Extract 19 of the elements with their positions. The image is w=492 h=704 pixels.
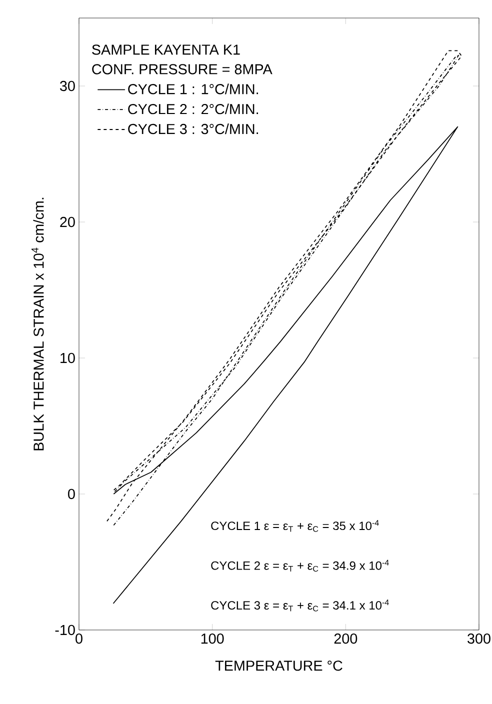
annotation: CONF. PRESSURE = 8MPA <box>92 64 272 74</box>
x-tick-label: 200 <box>334 634 358 644</box>
x-axis-title: TEMPERATURE °C <box>215 660 342 671</box>
annotation: CYCLE 2 ε = ε$_{T}$ + ε$_{C}$ = 34.9 x 10$^{-4}$ <box>211 560 389 572</box>
x-tick-label: 100 <box>201 634 224 644</box>
legend-title: SAMPLE KAYENTA K1 <box>92 44 240 55</box>
y-axis-title: BULK THERMAL STRAIN x 10$^{4}$ cm/cm. <box>32 198 44 450</box>
x-tick-label: 300 <box>468 634 490 644</box>
y-tick-label: -10 <box>55 624 75 636</box>
y-tick-label: 30 <box>60 80 75 92</box>
annotation: CYCLE 3 ε = ε$_{T}$ + ε$_{C}$ = 34.1 x 10$^{-4}$ <box>211 600 389 612</box>
y-tick-label: 0 <box>68 488 75 500</box>
legend-label: CYCLE 3 : 3°C/MIN. <box>128 124 258 134</box>
legend-label: CYCLE 1 : 1°C/MIN. <box>128 84 258 94</box>
legend-label: CYCLE 2 : 2°C/MIN. <box>128 104 258 114</box>
annotation: CYCLE 1 ε = ε$_{T}$ + ε$_{C}$ = 35 x 10$^{-4}$ <box>211 520 379 532</box>
y-tick-label: 10 <box>60 352 75 364</box>
y-tick-label: 20 <box>60 216 75 228</box>
x-tick-label: 0 <box>76 634 82 644</box>
